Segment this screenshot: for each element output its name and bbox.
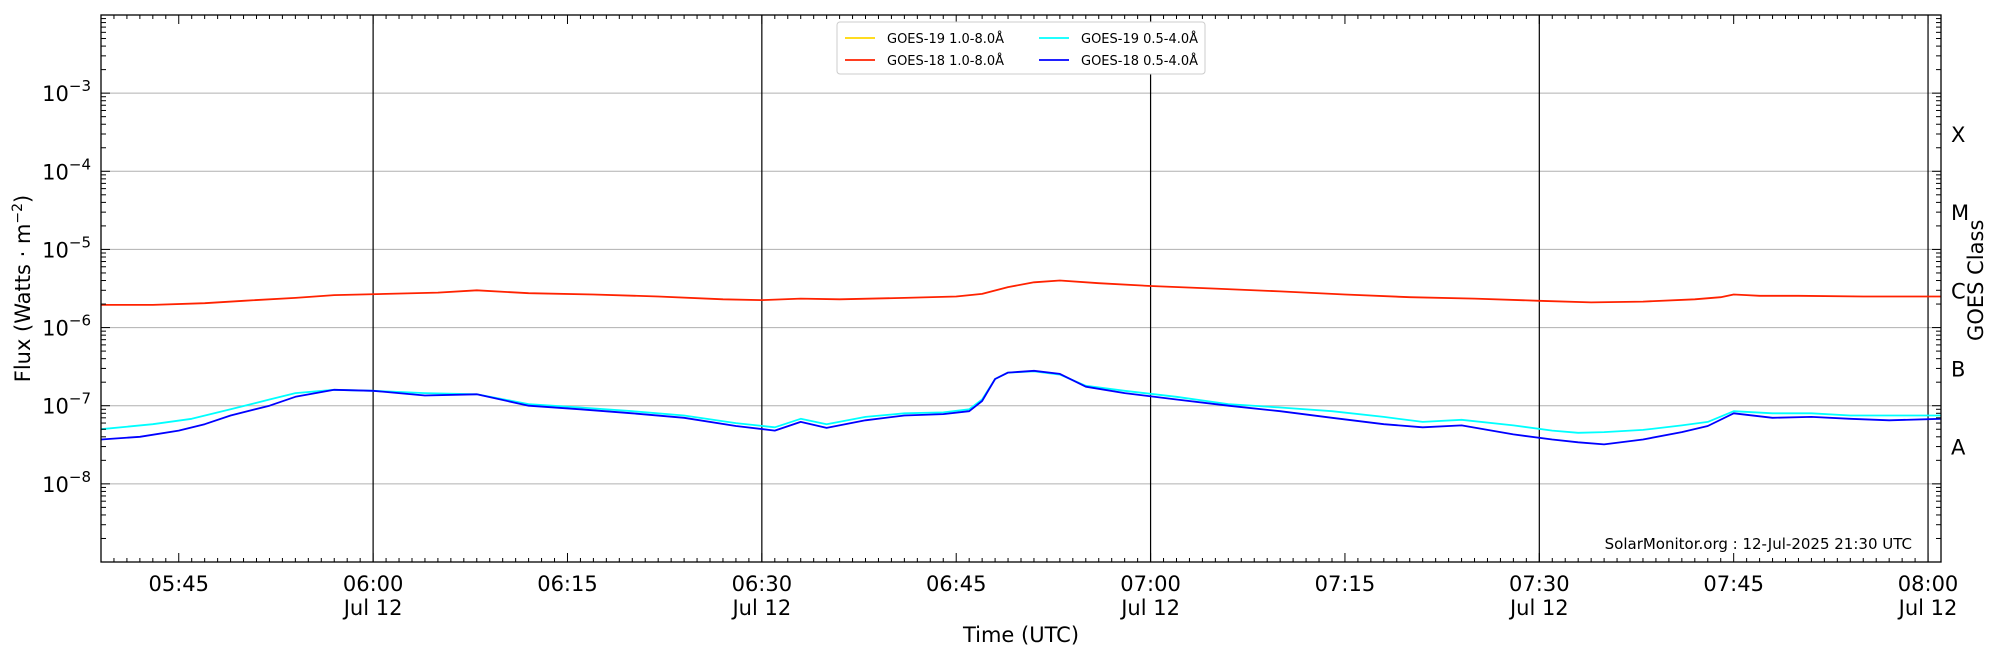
- y-tick-label-base: 10: [42, 238, 69, 262]
- y-tick-label-exponent: −6: [69, 312, 91, 330]
- x-tick-label: 08:00: [1898, 572, 1959, 596]
- y-tick-label-base: 10: [42, 395, 69, 419]
- y-tick-label-base: 10: [42, 473, 69, 497]
- series-line: [100, 369, 1942, 446]
- legend-label: GOES-19 0.5-4.0Å: [1081, 31, 1198, 47]
- y-axis-title-main: Flux (Watts · m: [11, 224, 35, 383]
- goes-class-label: C: [1951, 279, 1966, 303]
- x-tick-date-label: Jul 12: [1119, 596, 1180, 620]
- y-axis-title: Flux (Watts · m−2): [10, 195, 35, 383]
- y-tick-label-exponent: −7: [69, 390, 91, 408]
- series-line: [101, 279, 1941, 306]
- y-axis-title-close: ): [11, 195, 35, 203]
- legend-box: [836, 21, 1206, 75]
- x-tick-date-label: Jul 12: [1508, 596, 1569, 620]
- y-tick-label-base: 10: [42, 317, 69, 341]
- goes-class-label: A: [1951, 436, 1966, 460]
- x-tick-label: 07:15: [1315, 572, 1376, 596]
- y-tick-label-exponent: −8: [69, 468, 91, 486]
- y-tick-label: 10−3: [42, 77, 91, 106]
- y-tick-label-base: 10: [42, 160, 69, 184]
- credit-text: SolarMonitor.org : 12-Jul-2025 21:30 UTC: [1605, 535, 1912, 553]
- goes-class-axis-title: GOES Class: [1964, 220, 1988, 341]
- y-axis-title-exponent: −2: [10, 203, 26, 224]
- x-tick-label: 05:45: [148, 572, 209, 596]
- y-tick-label: 10−8: [42, 468, 91, 497]
- goes-class-label: X: [1951, 123, 1965, 147]
- legend: GOES-19 1.0-8.0Å GOES-19 0.5-4.0Å GOES-18 …: [836, 21, 1206, 75]
- data-series: [100, 279, 1942, 446]
- x-axis-title: Time (UTC): [962, 623, 1079, 647]
- day-lines: [372, 15, 1929, 562]
- y-tick-label-exponent: −5: [69, 233, 91, 251]
- goes-class-label: M: [1951, 201, 1969, 225]
- legend-label: GOES-18 1.0-8.0Å: [887, 53, 1004, 69]
- y-tick-label: 10−4: [42, 155, 91, 184]
- y-tick-label: 10−6: [42, 312, 91, 341]
- y-tick-label-exponent: −3: [69, 77, 91, 95]
- x-tick-label: 06:30: [732, 572, 793, 596]
- x-tick-date-label: Jul 12: [342, 596, 403, 620]
- x-tick-date-label: Jul 12: [1897, 596, 1958, 620]
- x-tick-label: 06:15: [537, 572, 598, 596]
- y-tick-label: 10−7: [42, 390, 91, 419]
- y-tick-label-exponent: −4: [69, 155, 91, 173]
- grid-lines: [101, 92, 1941, 485]
- x-tick-label: 07:45: [1703, 572, 1764, 596]
- y-tick-label: 10−5: [42, 233, 91, 262]
- x-tick-label: 06:45: [926, 572, 987, 596]
- goes-class-label: B: [1951, 357, 1965, 381]
- x-tick-date-label: Jul 12: [730, 596, 791, 620]
- y-tick-label-base: 10: [42, 82, 69, 106]
- legend-label: GOES-19 1.0-8.0Å: [887, 31, 1004, 47]
- x-tick-label: 07:00: [1120, 572, 1181, 596]
- x-tick-label: 07:30: [1509, 572, 1570, 596]
- legend-entries: GOES-19 1.0-8.0Å GOES-19 0.5-4.0Å GOES-18 …: [845, 31, 1198, 69]
- x-tick-label: 06:00: [343, 572, 404, 596]
- legend-label: GOES-18 0.5-4.0Å: [1081, 53, 1198, 69]
- axis-ticks: [100, 15, 1942, 563]
